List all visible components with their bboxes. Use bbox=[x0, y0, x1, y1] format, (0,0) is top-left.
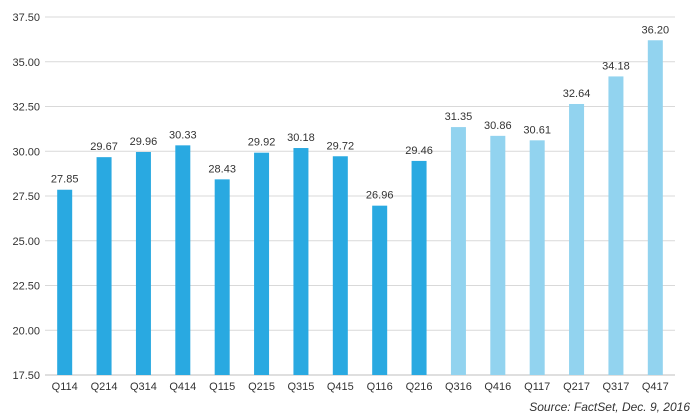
x-tick-label: Q214 bbox=[91, 381, 118, 393]
data-label: 32.64 bbox=[563, 88, 591, 100]
bar bbox=[214, 179, 230, 375]
bar bbox=[529, 140, 545, 375]
bar bbox=[135, 151, 151, 375]
x-tick-label: Q217 bbox=[563, 381, 590, 393]
x-tick-label: Q315 bbox=[287, 381, 314, 393]
x-tick-label: Q116 bbox=[367, 381, 393, 393]
bar bbox=[96, 157, 112, 375]
data-label: 30.86 bbox=[484, 120, 512, 132]
y-tick-label: 35.00 bbox=[12, 57, 40, 69]
bar bbox=[411, 160, 427, 375]
y-tick-label: 20.00 bbox=[12, 325, 40, 337]
x-tick-label: Q215 bbox=[248, 381, 275, 393]
x-tick-label: Q317 bbox=[602, 381, 629, 393]
y-tick-label: 32.50 bbox=[12, 102, 40, 114]
y-tick-label: 17.50 bbox=[12, 370, 40, 382]
data-label: 29.92 bbox=[248, 137, 276, 149]
data-label: 26.96 bbox=[366, 190, 394, 202]
x-tick-label: Q114 bbox=[52, 381, 78, 393]
x-tick-label: Q314 bbox=[130, 381, 157, 393]
x-tick-label: Q414 bbox=[169, 381, 196, 393]
y-tick-label: 30.00 bbox=[12, 146, 40, 158]
x-tick-label: Q417 bbox=[642, 381, 669, 393]
data-label: 29.96 bbox=[130, 136, 158, 148]
bar bbox=[175, 145, 191, 375]
x-tick-label: Q316 bbox=[445, 381, 472, 393]
y-tick-label: 27.50 bbox=[12, 191, 40, 203]
data-label: 30.18 bbox=[287, 132, 315, 144]
bar bbox=[450, 127, 466, 376]
bar bbox=[372, 205, 388, 375]
data-label: 29.46 bbox=[405, 145, 433, 157]
data-label: 31.35 bbox=[445, 111, 473, 123]
bar bbox=[569, 103, 585, 375]
bar bbox=[254, 152, 270, 375]
x-tick-label: Q416 bbox=[484, 381, 511, 393]
bar bbox=[57, 189, 73, 375]
y-tick-label: 37.50 bbox=[12, 12, 40, 24]
x-tick-label: Q117 bbox=[524, 381, 550, 393]
data-label: 36.20 bbox=[642, 24, 670, 36]
data-label: 29.72 bbox=[327, 140, 355, 152]
x-tick-label: Q115 bbox=[209, 381, 235, 393]
source-note: Source: FactSet, Dec. 9, 2016 bbox=[529, 400, 690, 414]
data-label: 28.43 bbox=[208, 163, 236, 175]
bar bbox=[293, 148, 309, 375]
y-tick-label: 25.00 bbox=[12, 236, 40, 248]
bar bbox=[608, 76, 624, 375]
data-label: 30.61 bbox=[523, 124, 551, 136]
x-tick-label: Q216 bbox=[406, 381, 433, 393]
y-tick-label: 22.50 bbox=[12, 281, 40, 293]
bar bbox=[332, 156, 348, 375]
bar bbox=[647, 40, 663, 376]
bar bbox=[490, 135, 506, 375]
data-label: 29.67 bbox=[90, 141, 118, 153]
data-label: 27.85 bbox=[51, 174, 79, 186]
data-label: 30.33 bbox=[169, 129, 197, 141]
data-label: 34.18 bbox=[602, 60, 630, 72]
x-tick-label: Q415 bbox=[327, 381, 354, 393]
